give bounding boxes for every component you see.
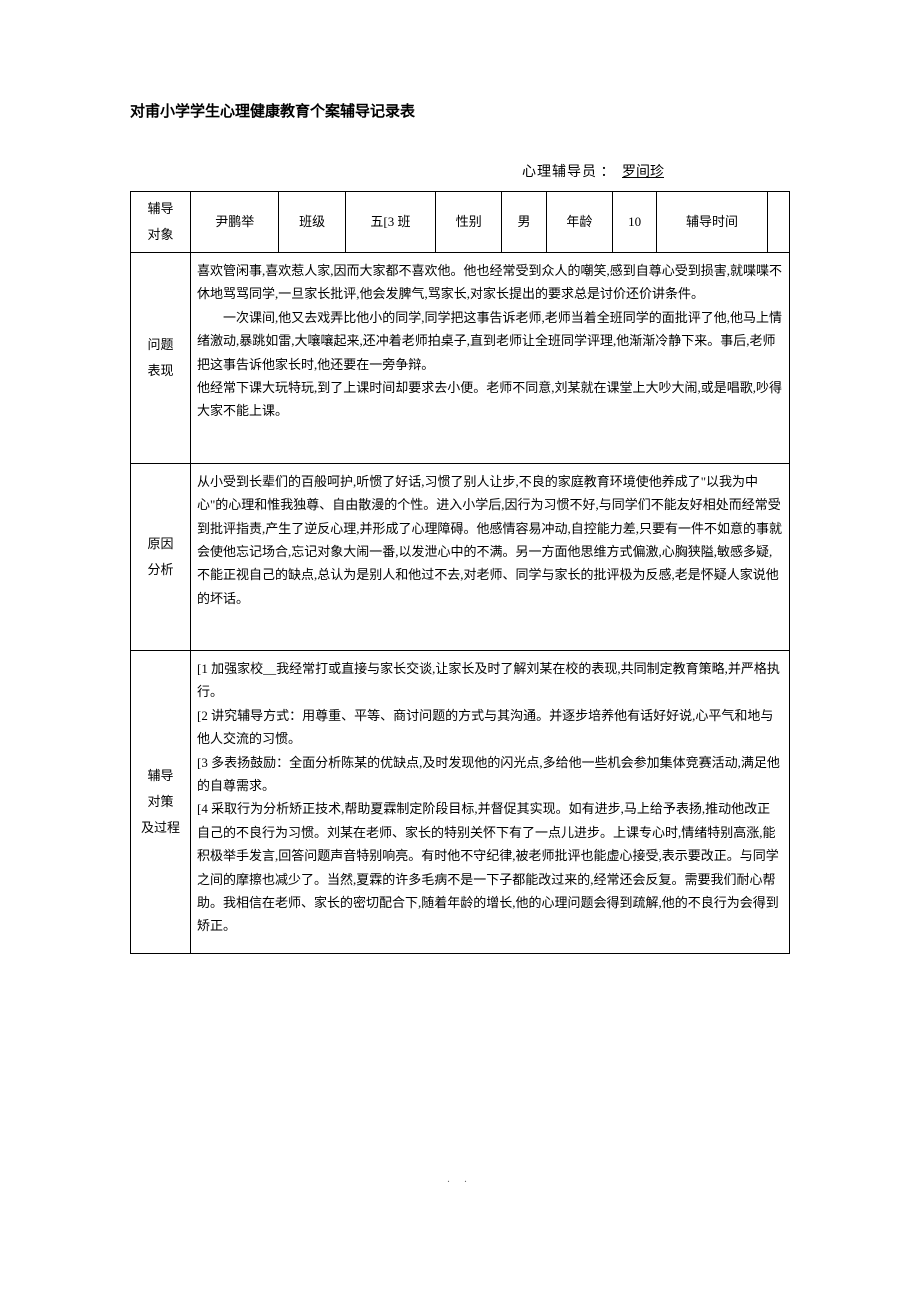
- problem-para1: 喜欢管闲事,喜欢惹人家,因而大家都不喜欢他。他也经常受到众人的嘲笑,感到自尊心受…: [197, 259, 783, 306]
- strategy-para2: [2 讲究辅导方式：用尊重、平等、商讨问题的方式与其沟通。并逐步培养他有话好好说…: [197, 704, 783, 751]
- age-value: 10: [613, 192, 657, 253]
- strategy-para1: [1 加强家校__我经常打或直接与家长交谈,让家长及时了解刘某在校的表现,共同制…: [197, 657, 783, 704]
- class-label: 班级: [279, 192, 345, 253]
- header-row: 辅导 对象 尹鹏举 班级 五[3 班 性别 男 年龄 10 辅导时间: [131, 192, 790, 253]
- cause-para1: 从小受到长辈们的百般呵护,听惯了好话,习惯了别人让步,不良的家庭教育环境使他养成…: [197, 470, 783, 610]
- strategy-para4: [4 采取行为分析矫正技术,帮助夏霖制定阶段目标,并督促其实现。如有进步,马上给…: [197, 797, 783, 937]
- problem-content: 喜欢管闲事,喜欢惹人家,因而大家都不喜欢他。他也经常受到众人的嘲笑,感到自尊心受…: [191, 253, 790, 464]
- strategy-content: [1 加强家校__我经常打或直接与家长交谈,让家长及时了解刘某在校的表现,共同制…: [191, 651, 790, 954]
- strategy-para3: [3 多表扬鼓励：全面分析陈某的优缺点,及时发现他的闪光点,多给他一些机会参加集…: [197, 751, 783, 798]
- time-value: [767, 192, 789, 253]
- counselor-name: 罗间珍: [618, 165, 668, 180]
- class-value: 五[3 班: [345, 192, 435, 253]
- subject-label: 辅导 对象: [131, 192, 191, 253]
- problem-label: 问题 表现: [131, 253, 191, 464]
- cause-content: 从小受到长辈们的百般呵护,听惯了好话,习惯了别人让步,不良的家庭教育环境使他养成…: [191, 463, 790, 650]
- gender-value: 男: [502, 192, 546, 253]
- counselor-line: 心理辅导员 ： 罗间珍: [130, 161, 790, 181]
- subject-value: 尹鹏举: [191, 192, 279, 253]
- cause-label: 原因 分析: [131, 463, 191, 650]
- age-label: 年龄: [546, 192, 612, 253]
- counselor-separator: ：: [601, 165, 615, 180]
- problem-row: 问题 表现 喜欢管闲事,喜欢惹人家,因而大家都不喜欢他。他也经常受到众人的嘲笑,…: [131, 253, 790, 464]
- cause-row: 原因 分析 从小受到长辈们的百般呵护,听惯了好话,习惯了别人让步,不良的家庭教育…: [131, 463, 790, 650]
- strategy-row: 辅导 对策 及过程 [1 加强家校__我经常打或直接与家长交谈,让家长及时了解刘…: [131, 651, 790, 954]
- record-table: 辅导 对象 尹鹏举 班级 五[3 班 性别 男 年龄 10 辅导时间 问题 表现…: [130, 191, 790, 954]
- footer-dots: . .: [130, 1174, 790, 1185]
- strategy-label: 辅导 对策 及过程: [131, 651, 191, 954]
- counselor-label: 心理辅导员: [522, 165, 597, 180]
- time-label: 辅导时间: [657, 192, 768, 253]
- problem-para3: 他经常下课大玩特玩,到了上课时间却要求去小便。老师不同意,刘某就在课堂上大吵大闹…: [197, 376, 783, 423]
- problem-para2: 一次课间,他又去戏弄比他小的同学,同学把这事告诉老师,老师当着全班同学的面批评了…: [197, 306, 783, 376]
- gender-label: 性别: [436, 192, 502, 253]
- page-title: 对甫小学学生心理健康教育个案辅导记录表: [130, 100, 790, 121]
